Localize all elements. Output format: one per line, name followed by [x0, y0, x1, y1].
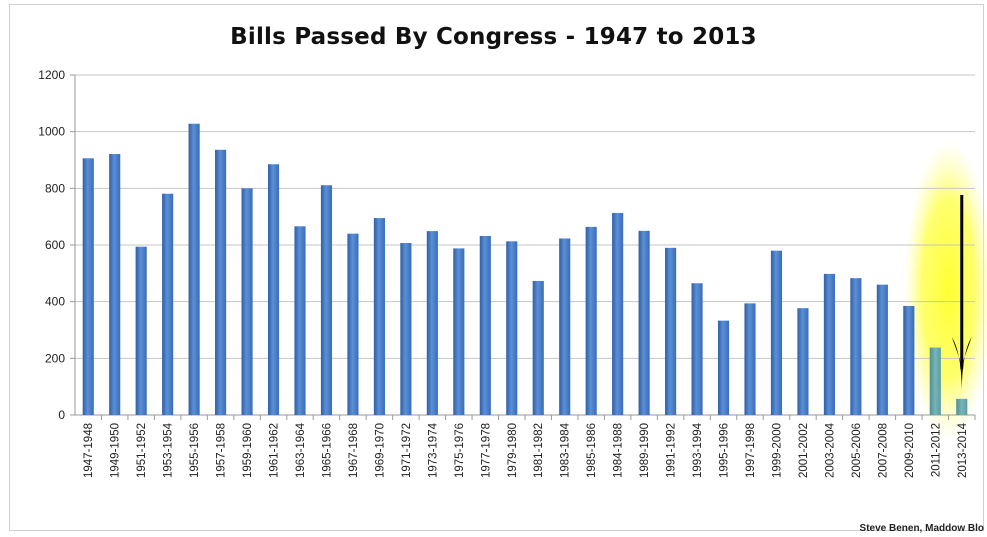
y-tick-label: 400 [45, 295, 65, 309]
x-tick-label: 1947-1948 [83, 423, 95, 478]
x-tick-label: 2007-2008 [877, 423, 889, 478]
x-tick-label: 1949-1950 [110, 423, 122, 478]
chart-title: Bills Passed By Congress - 1947 to 2013 [230, 24, 757, 50]
bar-1953-1954 [162, 193, 174, 415]
bar-2001-2002 [797, 308, 809, 415]
x-tick-label: 1965-1966 [321, 423, 333, 478]
x-tick-label: 1969-1970 [374, 423, 386, 478]
bar-2007-2008 [876, 284, 888, 415]
x-tick-label: 1967-1968 [348, 423, 360, 478]
bar-1984-1988 [612, 212, 624, 415]
bar-1955-1956 [188, 123, 200, 415]
bar-1951-1952 [135, 246, 147, 415]
x-tick-label: 1989-1990 [639, 423, 651, 478]
bar-1985-1986 [585, 226, 597, 415]
x-tick-label: 1971-1972 [401, 423, 413, 478]
x-tick-label: 1951-1952 [136, 423, 148, 478]
bar-1959-1960 [241, 188, 253, 415]
x-tick-label: 1981-1982 [533, 423, 545, 478]
bar-1983-1984 [559, 238, 571, 415]
bar-1975-1976 [453, 248, 465, 415]
bar-1997-1998 [744, 303, 756, 415]
x-tick-label: 1991-1992 [666, 423, 678, 478]
source-credit: Steve Benen, Maddow Blo [859, 523, 984, 534]
x-tick-label: 2009-2010 [904, 423, 916, 478]
bar-1999-2000 [770, 250, 783, 415]
bar-1971-1972 [400, 243, 412, 415]
x-tick-label: 1963-1964 [295, 422, 307, 478]
bar-2003-2004 [823, 273, 835, 415]
x-tick-label: 1983-1984 [560, 422, 572, 478]
bar-1969-1970 [373, 218, 385, 415]
x-tick-label: 2003-2004 [824, 422, 836, 478]
x-tick-label: 1955-1956 [189, 423, 201, 478]
bar-2009-2010 [903, 305, 915, 415]
bar-1991-1992 [665, 247, 677, 415]
bar-1993-1994 [691, 283, 703, 415]
y-tick-label: 0 [58, 408, 65, 422]
x-tick-label: 1975-1976 [454, 423, 466, 478]
bar-1973-1974 [426, 231, 438, 415]
x-tick-label: 1959-1960 [242, 423, 254, 478]
bar-1989-1990 [638, 230, 650, 415]
x-tick-label: 2011-2012 [930, 423, 942, 477]
bar-1949-1950 [109, 154, 121, 416]
bar-1965-1966 [320, 185, 333, 415]
y-tick-label: 800 [45, 181, 65, 195]
arrow-head-icon [951, 336, 972, 393]
bar-1947-1948 [82, 158, 94, 416]
x-tick-label: 1985-1986 [586, 423, 598, 478]
bar-1977-1978 [479, 235, 491, 415]
x-tick-label: 1979-1980 [507, 423, 519, 478]
bar-1981-1982 [532, 280, 544, 415]
bar-1967-1968 [347, 233, 359, 415]
bar-2011-2012 [929, 347, 941, 415]
y-tick-label: 200 [45, 351, 65, 365]
x-tick-label: 1997-1998 [745, 423, 757, 478]
x-tick-label: 2001-2002 [798, 423, 810, 478]
x-tick-label: 2005-2006 [851, 423, 863, 478]
x-tick-label: 1984-1988 [613, 423, 625, 478]
y-tick-label: 1200 [38, 68, 65, 82]
bar-1957-1958 [215, 149, 227, 416]
bar-1995-1996 [717, 320, 730, 415]
y-tick-label: 1000 [38, 125, 65, 139]
bar-2005-2006 [850, 278, 862, 415]
x-tick-label: 1973-1974 [427, 422, 439, 478]
x-tick-label: 1953-1954 [163, 422, 175, 478]
x-tick-label: 1957-1958 [216, 423, 228, 478]
x-tick-label: 1999-2000 [771, 423, 783, 478]
x-tick-label: 1995-1996 [719, 423, 731, 478]
x-tick-label: 2013-2014 [957, 422, 969, 478]
highlight-glow [904, 140, 987, 440]
bar-1963-1964 [294, 226, 306, 415]
x-tick-label: 1993-1994 [692, 422, 704, 478]
x-tick-label: 1961-1962 [269, 423, 281, 478]
y-tick-label: 600 [45, 238, 65, 252]
bar-2013-2014 [956, 398, 968, 415]
bar-1979-1980 [506, 241, 518, 415]
x-tick-label: 1977-1978 [480, 423, 492, 478]
bar-1961-1962 [267, 164, 280, 415]
